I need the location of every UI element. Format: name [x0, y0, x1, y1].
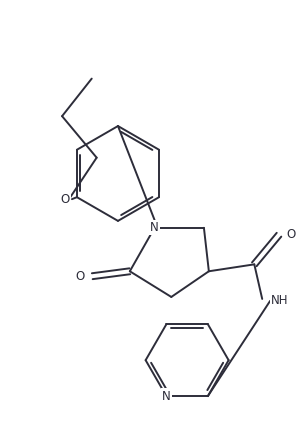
- Text: O: O: [76, 270, 85, 283]
- Text: N: N: [150, 221, 159, 234]
- Text: O: O: [286, 228, 296, 241]
- Text: NH: NH: [271, 294, 289, 308]
- Text: N: N: [162, 390, 171, 403]
- Text: O: O: [60, 192, 70, 206]
